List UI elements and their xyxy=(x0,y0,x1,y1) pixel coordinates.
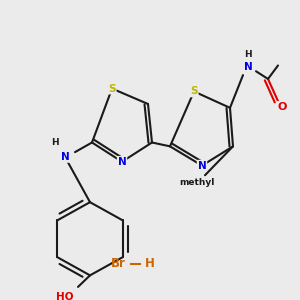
Text: HO: HO xyxy=(56,292,74,300)
Text: Br: Br xyxy=(111,257,125,270)
Text: S: S xyxy=(190,86,198,97)
Text: methyl: methyl xyxy=(179,178,215,188)
Text: H: H xyxy=(244,50,252,59)
Text: H: H xyxy=(145,257,155,270)
Text: S: S xyxy=(108,84,116,94)
Text: N: N xyxy=(118,157,126,167)
Text: H: H xyxy=(51,138,59,147)
Text: N: N xyxy=(198,160,206,171)
Text: N: N xyxy=(244,62,252,72)
Text: O: O xyxy=(277,102,287,112)
Text: N: N xyxy=(61,152,69,162)
